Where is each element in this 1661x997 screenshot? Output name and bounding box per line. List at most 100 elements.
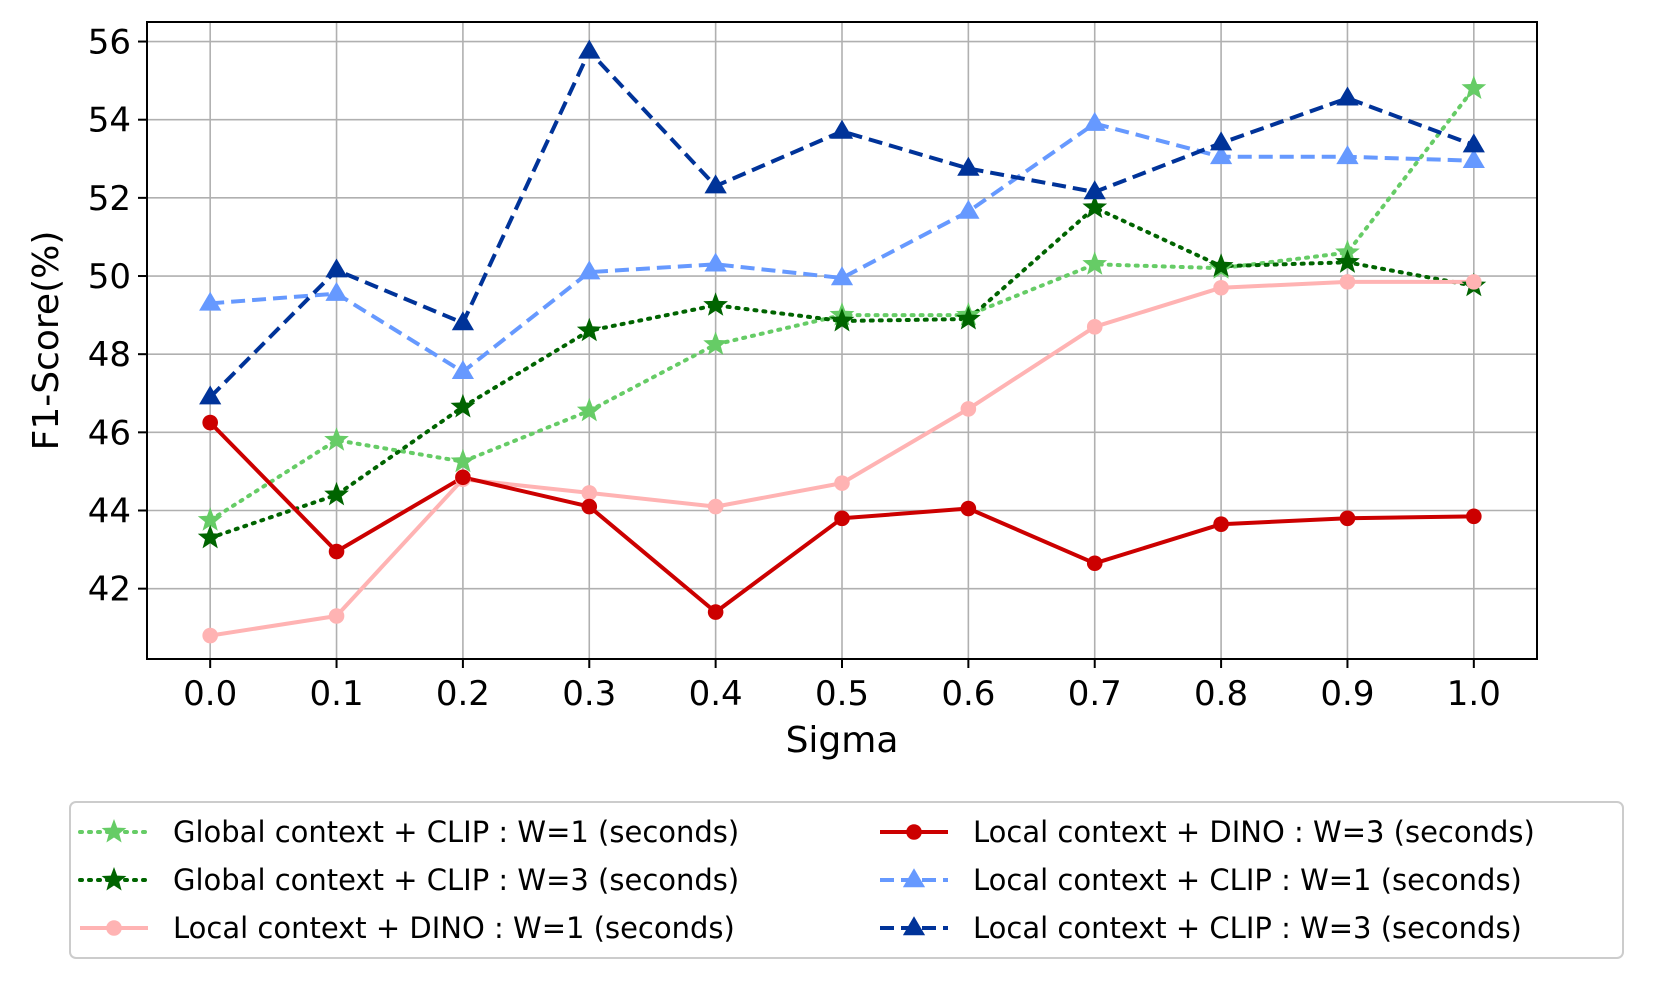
x-tick-label: 0.3 — [562, 674, 616, 714]
data-point-s2-7 — [1082, 194, 1108, 219]
y-tick-label: 42 — [88, 570, 131, 610]
series-line-5 — [210, 121, 1474, 374]
x-tick-label: 0.5 — [815, 674, 869, 714]
data-point-s2-4 — [703, 292, 728, 316]
legend-marker-1 — [101, 819, 127, 843]
data-point-s1-1 — [324, 427, 349, 451]
data-point-s3-1 — [328, 608, 345, 624]
series-markers — [197, 39, 1487, 644]
legend-marker-3 — [106, 920, 122, 936]
data-point-s4-4 — [707, 604, 724, 620]
data-point-s3-10 — [1466, 274, 1482, 290]
series-line-6 — [208, 49, 1475, 399]
legend-label-1: Global context + CLIP : W=1 (seconds) — [173, 815, 739, 849]
data-point-s5-0 — [199, 291, 222, 311]
legend-label-4: Local context + DINO : W=3 (seconds) — [973, 815, 1535, 849]
data-point-s5-3 — [578, 260, 601, 280]
data-point-s6-8 — [1210, 131, 1233, 151]
data-point-s2-9 — [1335, 249, 1360, 273]
data-point-s4-8 — [1213, 516, 1229, 532]
y-tick-label: 54 — [88, 101, 131, 141]
data-point-s5-5 — [830, 266, 854, 286]
data-point-s3-0 — [202, 627, 218, 644]
data-point-s6-6 — [957, 156, 980, 176]
data-point-s5-10 — [1462, 149, 1485, 168]
data-point-s4-10 — [1466, 508, 1482, 525]
legend-marker-5 — [902, 868, 926, 888]
x-tick-label: 0.6 — [941, 674, 995, 714]
data-point-s6-9 — [1336, 86, 1359, 106]
x-tick-label: 0.4 — [689, 674, 743, 714]
y-tick-label: 50 — [88, 257, 131, 297]
legend-label-5: Local context + CLIP : W=1 (seconds) — [973, 863, 1522, 897]
data-point-s4-6 — [960, 500, 977, 517]
x-axis-label: Sigma — [786, 720, 899, 761]
y-tick-label: 56 — [88, 23, 131, 63]
data-point-s6-5 — [830, 119, 854, 139]
data-point-s2-1 — [324, 481, 349, 506]
y-axis-label: F1-Score(%) — [26, 231, 67, 451]
data-point-s1-10 — [1461, 75, 1487, 99]
data-point-s6-4 — [704, 174, 727, 194]
axis-ticks: 0.0 0.1 0.2 0.3 0.4 0.5 0.6 0.7 0.8 0.9 1.0 42 44 46 4… — [88, 23, 1501, 714]
data-point-s6-3 — [578, 39, 601, 59]
data-point-s5-6 — [957, 199, 980, 219]
data-point-s3-4 — [707, 498, 724, 515]
data-point-s4-0 — [202, 414, 218, 431]
data-point-s6-1 — [325, 258, 348, 278]
data-point-s5-4 — [704, 252, 727, 272]
data-point-s5-2 — [451, 360, 474, 379]
data-point-s2-2 — [450, 393, 476, 418]
legend-label-3: Local context + DINO : W=1 (seconds) — [173, 911, 735, 945]
data-point-s2-5 — [829, 308, 855, 332]
data-point-s3-5 — [834, 475, 850, 491]
y-tick-label: 44 — [88, 491, 131, 531]
data-point-s6-7 — [1083, 180, 1106, 200]
x-tick-label: 0.8 — [1194, 674, 1248, 714]
legend-marker-2 — [101, 867, 127, 891]
data-point-s5-7 — [1083, 111, 1106, 131]
data-point-s4-3 — [581, 498, 598, 515]
data-point-s4-5 — [834, 510, 850, 527]
grid-lines — [147, 22, 1537, 659]
y-tick-label: 48 — [88, 335, 131, 375]
data-point-s5-8 — [1210, 145, 1233, 165]
legend-label-2: Global context + CLIP : W=3 (seconds) — [173, 863, 739, 897]
legend-marker-6 — [902, 916, 926, 936]
data-point-s4-7 — [1086, 555, 1103, 572]
x-tick-label: 0.9 — [1320, 674, 1374, 714]
data-point-s2-3 — [576, 317, 602, 342]
data-point-s3-3 — [581, 485, 598, 501]
data-point-s3-9 — [1339, 274, 1356, 290]
data-point-s4-2 — [455, 469, 471, 486]
data-point-s5-9 — [1336, 145, 1359, 165]
data-point-s1-3 — [576, 397, 602, 422]
data-point-s1-4 — [703, 331, 728, 355]
legend: Global context + CLIP : W=1 (seconds) Glo… — [69, 801, 1624, 959]
data-point-s6-10 — [1462, 133, 1485, 153]
legend-marker-4 — [906, 824, 922, 840]
data-point-s1-2 — [450, 448, 476, 473]
y-tick-label: 52 — [88, 179, 131, 219]
data-point-s5-1 — [325, 281, 348, 301]
x-tick-label: 0.2 — [436, 674, 490, 714]
x-tick-label: 0.0 — [183, 674, 237, 714]
data-point-s4-1 — [328, 543, 345, 560]
data-point-s6-2 — [451, 311, 474, 331]
x-tick-label: 0.1 — [310, 674, 364, 714]
data-point-s2-6 — [956, 306, 981, 330]
x-tick-label: 1.0 — [1447, 674, 1501, 714]
data-point-s6-0 — [199, 385, 222, 405]
data-point-s2-0 — [197, 524, 223, 549]
data-point-s2-8 — [1208, 253, 1234, 277]
data-point-s1-7 — [1082, 251, 1108, 275]
data-point-s3-7 — [1086, 319, 1103, 335]
legend-box — [69, 801, 1624, 959]
data-point-s1-0 — [197, 507, 223, 531]
x-tick-label: 0.7 — [1068, 674, 1122, 714]
data-point-s3-8 — [1213, 279, 1229, 296]
y-tick-label: 46 — [88, 413, 131, 453]
data-point-s4-9 — [1339, 510, 1356, 527]
data-point-s3-6 — [960, 401, 977, 417]
